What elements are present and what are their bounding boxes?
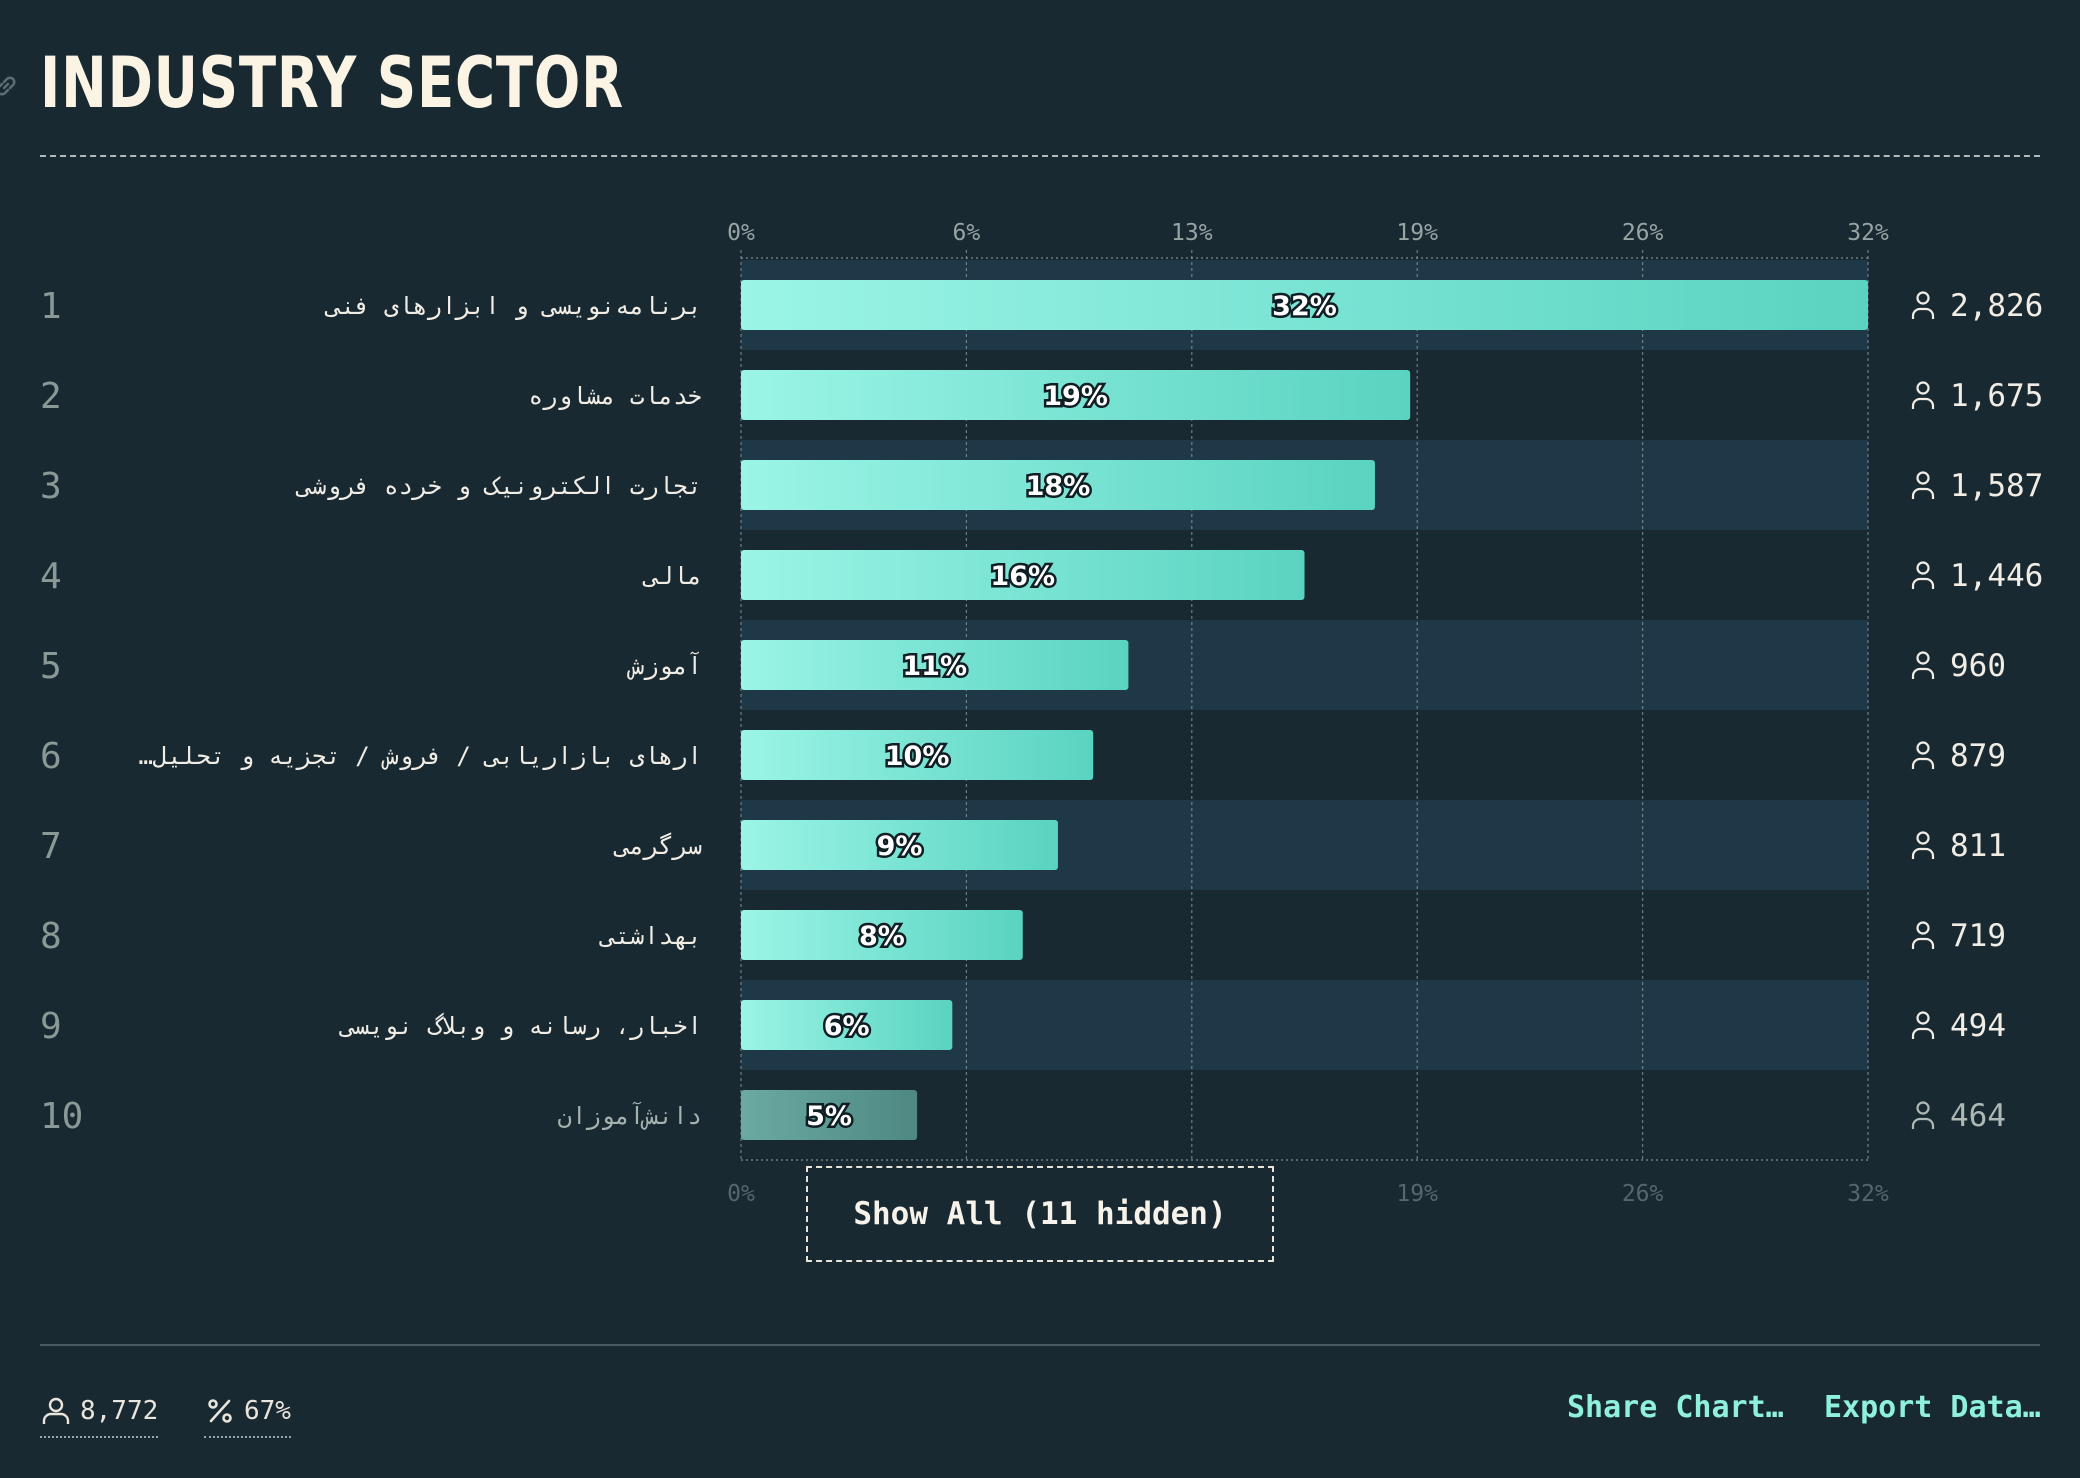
person-icon — [1911, 471, 1935, 499]
bar-value-label: 5% — [806, 1101, 852, 1132]
person-icon — [1911, 381, 1935, 409]
rank-number: 9 — [40, 1006, 62, 1047]
person-icon — [1911, 291, 1935, 319]
category-label: بهداشتی — [599, 922, 702, 950]
category-label: تجارت الکترونیک و خرده فروشی — [295, 472, 702, 500]
bar-value-label: 10% — [885, 741, 950, 772]
rank-number: 8 — [40, 916, 62, 957]
x-tick-label-bottom: 26% — [1622, 1181, 1664, 1207]
bar[interactable] — [741, 460, 1375, 510]
rank-number: 1 — [40, 286, 62, 327]
person-icon — [1911, 561, 1935, 589]
percent-value: 67% — [244, 1396, 291, 1426]
respondent-count: 1,446 — [1950, 558, 2043, 594]
respondents-stat[interactable]: 8,772 — [40, 1388, 159, 1438]
category-label: دانش‌آموزان — [558, 1101, 703, 1130]
rank-number: 10 — [40, 1096, 83, 1137]
respondent-count: 879 — [1950, 738, 2006, 774]
respondent-count: 719 — [1950, 918, 2006, 954]
x-tick-label-top: 19% — [1396, 220, 1438, 246]
bar-value-label: 8% — [859, 921, 905, 952]
bar[interactable] — [741, 640, 1129, 690]
bar[interactable] — [741, 910, 1023, 960]
bar-value-label: 11% — [902, 651, 967, 682]
person-icon — [1911, 741, 1935, 769]
x-tick-label-top: 6% — [953, 220, 981, 246]
category-label: آموزش — [627, 651, 702, 680]
person-icon — [1911, 831, 1935, 859]
share-chart-link[interactable]: Share Chart… — [1567, 1390, 1784, 1425]
person-icon — [1911, 1101, 1935, 1129]
respondent-count: 2,826 — [1950, 288, 2043, 324]
respondent-count: 1,587 — [1950, 468, 2043, 504]
category-label: خدمات مشاوره — [529, 382, 702, 410]
page-title: INDUSTRY SECTOR — [40, 42, 624, 124]
rank-number: 2 — [40, 376, 62, 417]
rank-number: 5 — [40, 646, 62, 687]
x-tick-label-top: 32% — [1847, 220, 1889, 246]
bar-value-label: 6% — [824, 1011, 870, 1042]
x-tick-label-top: 13% — [1171, 220, 1213, 246]
respondent-count: 960 — [1950, 648, 2006, 684]
respondent-count: 494 — [1950, 1008, 2006, 1044]
bar[interactable] — [741, 370, 1411, 420]
rank-number: 7 — [40, 826, 62, 867]
bar-value-label: 9% — [877, 831, 923, 862]
bar-chart: 0%0%6%6%13%13%19%19%26%26%32%32%1برنامه‌… — [40, 220, 2043, 1207]
category-label: مالی — [642, 562, 702, 590]
footer-divider — [40, 1344, 2040, 1346]
bar[interactable] — [741, 1090, 918, 1140]
bar-value-label: 18% — [1026, 471, 1091, 502]
show-all-button[interactable]: Show All (11 hidden) — [806, 1166, 1274, 1262]
rank-number: 6 — [40, 736, 62, 777]
person-icon — [1911, 921, 1935, 949]
person-icon — [42, 1397, 70, 1424]
rank-number: 3 — [40, 466, 62, 507]
bar-value-label: 19% — [1043, 381, 1108, 412]
x-tick-label-bottom: 32% — [1847, 1181, 1889, 1207]
title-divider — [40, 155, 2040, 157]
rank-number: 4 — [40, 556, 62, 597]
category-label: اخبار، رسانه و وبلاگ نویسی — [339, 1012, 702, 1040]
export-data-link[interactable]: Export Data… — [1824, 1390, 2041, 1425]
respondent-count: 464 — [1950, 1098, 2006, 1134]
x-tick-label-top: 0% — [727, 220, 755, 246]
percent-stat[interactable]: 67% — [204, 1388, 291, 1438]
x-tick-label-top: 26% — [1622, 220, 1664, 246]
person-icon — [1911, 1011, 1935, 1039]
bar-value-label: 32% — [1272, 291, 1337, 322]
category-label: سرگرمی — [613, 832, 702, 860]
percent-icon — [208, 1399, 232, 1423]
category-label: …ارهای بازاریابی / فروش / تجزیه و تحلیل — [138, 742, 702, 770]
x-tick-label-bottom: 19% — [1396, 1181, 1438, 1207]
bar[interactable] — [741, 280, 1868, 330]
link-icon[interactable] — [0, 70, 22, 102]
bar-value-label: 16% — [990, 561, 1055, 592]
bar[interactable] — [741, 1000, 953, 1050]
respondents-count: 8,772 — [80, 1396, 159, 1426]
bar[interactable] — [741, 730, 1094, 780]
bar[interactable] — [741, 550, 1305, 600]
x-tick-label-bottom: 0% — [727, 1181, 755, 1207]
category-label: برنامه‌نویسی و ابزارهای فنی — [324, 292, 702, 320]
person-icon — [1911, 651, 1935, 679]
bar[interactable] — [741, 820, 1058, 870]
respondent-count: 811 — [1950, 828, 2006, 864]
respondent-count: 1,675 — [1950, 378, 2043, 414]
